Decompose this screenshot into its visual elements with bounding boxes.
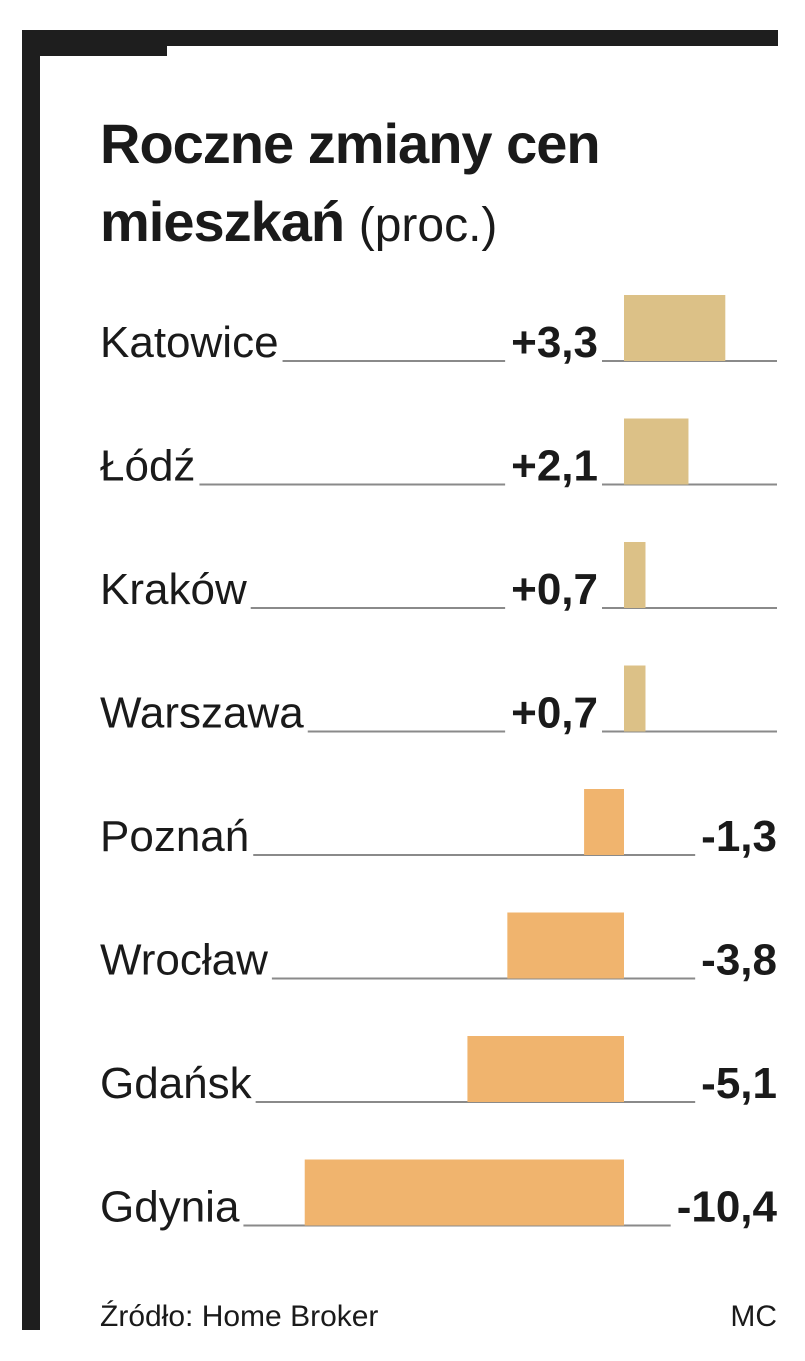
frame-top-bar — [22, 30, 778, 46]
value-label: -1,3 — [701, 812, 777, 861]
value-label: -3,8 — [701, 936, 777, 985]
bar — [467, 1036, 624, 1102]
title-line-2: mieszkań (proc.) — [100, 183, 780, 265]
bar — [624, 418, 689, 485]
category-label: Łódź — [100, 442, 195, 491]
chart-title: Roczne zmiany cen mieszkań (proc.) — [100, 105, 780, 265]
bar — [624, 542, 646, 608]
category-label: Wrocław — [100, 936, 268, 985]
title-line-2-text: mieszkań — [100, 190, 345, 253]
bar — [624, 295, 726, 361]
bar — [507, 912, 624, 979]
value-label: +2,1 — [511, 442, 598, 491]
value-label: +0,7 — [511, 689, 598, 738]
credit-initials: MC — [730, 1300, 777, 1333]
bar — [624, 665, 646, 732]
unit-label: (proc.) — [358, 199, 498, 252]
source-note: Źródło: Home Broker — [100, 1300, 379, 1333]
category-label: Poznań — [100, 812, 249, 861]
bar — [304, 1159, 624, 1226]
frame-left-bar — [22, 30, 40, 1330]
value-label: +3,3 — [511, 318, 598, 367]
category-label: Katowice — [100, 318, 279, 367]
category-label: Warszawa — [100, 689, 304, 738]
bar — [584, 789, 624, 855]
category-label: Gdańsk — [100, 1059, 253, 1108]
value-label: +0,7 — [511, 565, 598, 614]
value-label: -5,1 — [701, 1059, 777, 1108]
category-label: Gdynia — [100, 1183, 240, 1232]
category-label: Kraków — [100, 565, 247, 614]
value-label: -10,4 — [677, 1183, 778, 1232]
frame-corner-block — [22, 30, 167, 56]
title-line-1: Roczne zmiany cen — [100, 112, 601, 175]
